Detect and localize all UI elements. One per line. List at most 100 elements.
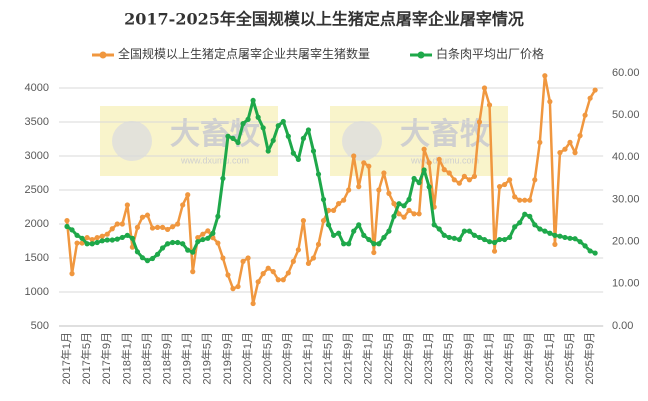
x-tick-label: 2024年5月 [502, 332, 516, 385]
point [74, 240, 80, 246]
y-tick-label: 2000 [25, 218, 49, 230]
point [300, 135, 307, 141]
point [537, 139, 543, 145]
x-tick-label: 2021年9月 [341, 332, 355, 385]
point [69, 271, 75, 277]
point [124, 232, 130, 238]
point [84, 235, 90, 241]
point [270, 269, 276, 275]
point [371, 249, 377, 256]
point [471, 173, 478, 179]
point [381, 234, 387, 241]
point [567, 139, 573, 145]
point [547, 99, 553, 105]
watermark-url: www.dxumu.com [410, 155, 479, 165]
point [220, 175, 226, 182]
y2-tick-label: 60.00 [612, 67, 640, 79]
point [542, 228, 548, 234]
point [220, 255, 226, 261]
point [109, 226, 115, 232]
point [260, 125, 266, 131]
x-tick-label: 2024年1月 [481, 332, 495, 385]
point [557, 233, 563, 239]
x-tick-label: 2024年9月 [522, 332, 536, 385]
point [230, 286, 236, 292]
point [275, 123, 281, 129]
series-line [66, 98, 596, 263]
legend-label: 白条肉平均出厂价格 [436, 46, 544, 61]
point [114, 236, 120, 242]
point [341, 241, 347, 247]
point [507, 234, 513, 241]
point [300, 218, 307, 224]
point [315, 241, 322, 247]
x-tick-label: 2020年9月 [280, 332, 294, 385]
point [315, 171, 322, 177]
x-tick-label: 2019年1月 [180, 332, 194, 385]
point [74, 232, 80, 238]
point [245, 116, 251, 122]
point [416, 180, 422, 186]
point [491, 239, 498, 246]
x-tick-label: 2018年9月 [160, 332, 174, 385]
point [290, 150, 296, 156]
point [577, 239, 583, 245]
point [310, 255, 317, 261]
x-tick-label: 2023年9月 [461, 332, 475, 385]
point [325, 222, 332, 228]
point [124, 202, 130, 208]
point [336, 230, 342, 236]
point [416, 211, 422, 217]
point [512, 194, 518, 200]
point [205, 235, 211, 241]
point [441, 167, 447, 173]
point [165, 241, 171, 247]
point [496, 236, 503, 243]
legend-label: 全国规模以上生猪定点屠宰企业共屠宰生猪数量 [118, 46, 370, 61]
point [159, 245, 166, 251]
point [552, 232, 558, 238]
point [134, 224, 141, 230]
watermark-url: www.dxumu.com [180, 155, 249, 165]
point [346, 241, 352, 247]
point [245, 255, 251, 261]
point [250, 300, 256, 307]
point [139, 255, 146, 261]
point [159, 224, 166, 230]
point [532, 222, 538, 228]
point [170, 239, 176, 246]
point [552, 241, 558, 247]
x-tick-label: 2020年5月 [260, 332, 274, 385]
point [295, 247, 301, 253]
x-tick-label: 2019年9月 [220, 332, 234, 385]
point [391, 201, 397, 207]
point [386, 190, 392, 196]
point [517, 220, 523, 226]
point [200, 231, 206, 237]
point [205, 228, 211, 234]
point [235, 139, 241, 146]
point [401, 214, 407, 220]
point [195, 239, 201, 245]
point [431, 222, 437, 228]
y-tick-label: 1500 [25, 252, 49, 264]
point [351, 228, 357, 234]
point [517, 197, 523, 203]
y2-tick-label: 20.00 [612, 236, 640, 248]
point [290, 258, 296, 264]
point [89, 241, 95, 247]
point [346, 187, 352, 193]
x-tick-label: 2025年9月 [582, 332, 596, 385]
y-tick-label: 2500 [25, 184, 49, 196]
point [406, 196, 412, 203]
x-tick-label: 2020年1月 [240, 332, 254, 385]
x-tick-label: 2022年9月 [401, 332, 415, 385]
point [129, 235, 135, 241]
point [265, 265, 271, 271]
point [466, 228, 472, 234]
point [376, 241, 382, 247]
point [381, 170, 387, 176]
point [310, 148, 317, 154]
point [195, 235, 201, 241]
point [401, 203, 407, 209]
